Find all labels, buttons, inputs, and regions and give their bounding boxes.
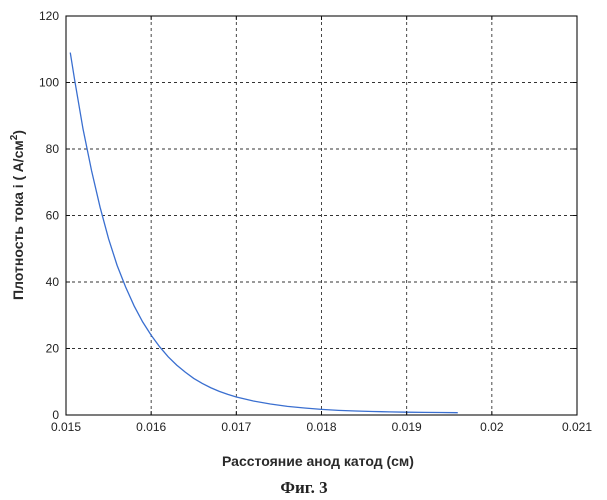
y-tick-label: 120 xyxy=(39,9,59,23)
x-tick-label: 0.016 xyxy=(136,420,166,434)
y-axis-title: Плотность тока i ( A/см2) xyxy=(9,130,26,300)
y-tick-label: 60 xyxy=(46,209,60,223)
y-tick-label: 80 xyxy=(46,142,60,156)
x-tick-label: 0.015 xyxy=(51,420,81,434)
x-tick-label: 0.021 xyxy=(562,420,592,434)
y-tick-label: 40 xyxy=(46,275,60,289)
x-tick-label: 0.019 xyxy=(392,420,422,434)
x-tick-label: 0.018 xyxy=(306,420,336,434)
y-tick-label: 0 xyxy=(52,408,59,422)
x-tick-label: 0.02 xyxy=(480,420,504,434)
x-tick-label: 0.017 xyxy=(221,420,251,434)
y-tick-label: 20 xyxy=(46,342,60,356)
x-axis-title: Расстояние анод катод (см) xyxy=(222,453,414,469)
y-axis-title-tail: ) xyxy=(10,130,26,135)
y-axis-title-main: Плотность тока i ( A/см xyxy=(10,140,26,300)
y-tick-label: 100 xyxy=(39,76,59,90)
figure-caption: Фиг. 3 xyxy=(280,478,327,497)
